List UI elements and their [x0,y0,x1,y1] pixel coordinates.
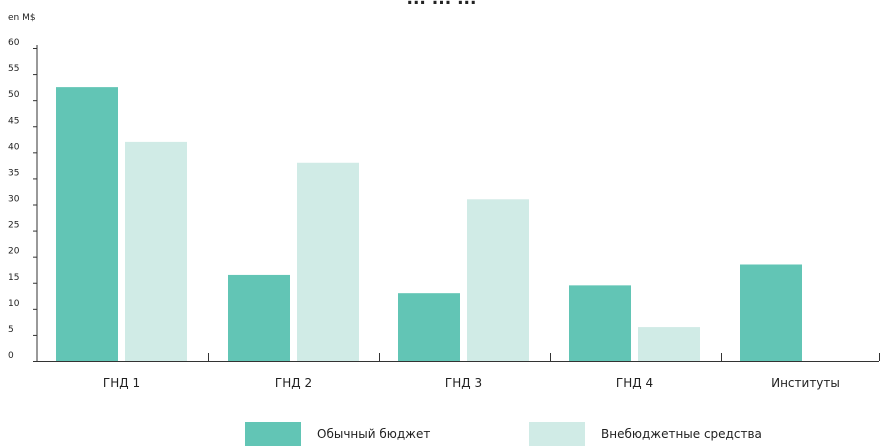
x-category-label: Институты [771,376,840,390]
y-tick-label: 5 [8,325,14,335]
bar-regular-budget-3 [398,293,460,361]
legend-item-regular-budget: Обычный бюджет [245,422,430,446]
bar-regular-budget-4 [569,285,631,361]
legend-swatch-regular-budget [245,422,301,446]
bar-extrabudgetary-2 [297,162,359,361]
y-tick-label: 10 [8,299,20,309]
y-tick-label: 35 [8,168,19,178]
legend-label-extrabudgetary: Внебюджетные средства [601,427,762,441]
bar-regular-budget-2 [228,274,290,361]
y-tick-label: 30 [8,195,20,205]
y-tick-label: 0 [8,351,14,361]
y-tick-label: 25 [8,221,19,231]
x-category-label: ГНД 1 [103,376,140,390]
x-category-label: ГНД 3 [445,376,482,390]
y-tick-label: 55 [8,64,19,74]
legend-label-regular-budget: Обычный бюджет [317,427,431,441]
bar-extrabudgetary-1 [125,141,187,361]
legend-item-extrabudgetary: Внебюджетные средства [529,422,762,446]
y-tick-label: 45 [8,116,19,126]
y-axis-unit-label: en M$ [8,13,36,23]
y-tick-label: 40 [8,142,20,152]
legend-swatch-extrabudgetary [529,422,585,446]
y-tick-label: 60 [8,38,20,48]
y-tick-label: 20 [8,247,20,257]
bar-regular-budget-5 [740,264,802,361]
bar-extrabudgetary-3 [467,199,529,361]
x-category-label: ГНД 2 [275,376,312,390]
y-tick-label: 50 [8,90,20,100]
x-category-label: ГНД 4 [616,376,653,390]
y-tick-label: 15 [8,273,19,283]
bar-extrabudgetary-4 [638,327,700,361]
chart-title: ... ... ... [0,0,883,9]
bar-regular-budget-1 [56,87,118,361]
